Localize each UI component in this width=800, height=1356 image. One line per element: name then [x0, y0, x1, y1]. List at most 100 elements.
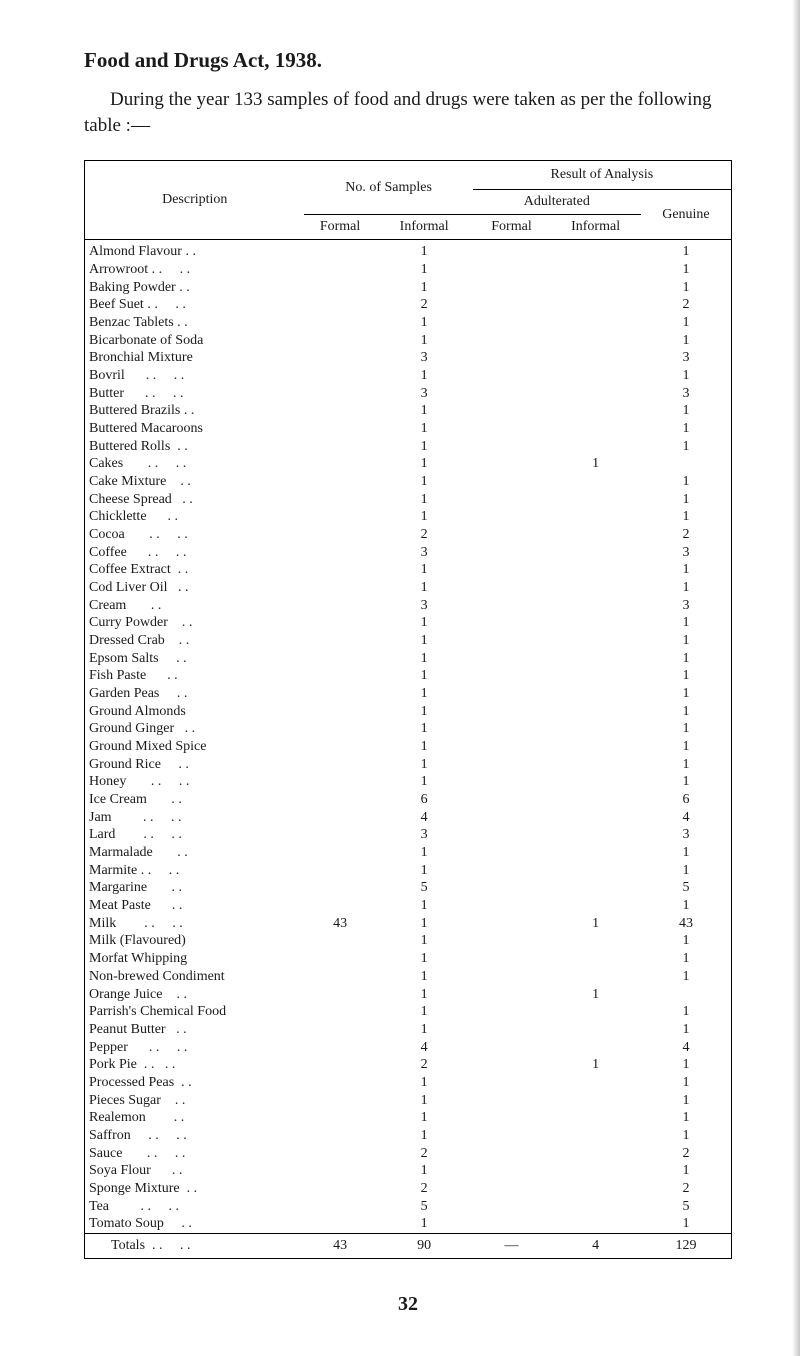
cell-genuine: 1 — [641, 332, 732, 350]
table-row: Pepper . . . .44 — [85, 1039, 732, 1057]
cell-adult-informal — [550, 314, 641, 332]
cell-description: Sauce . . . . — [85, 1145, 305, 1163]
cell-samples-formal — [304, 614, 375, 632]
cell-samples-informal: 3 — [376, 349, 473, 367]
cell-samples-informal: 1 — [376, 968, 473, 986]
cell-genuine: 1 — [641, 1003, 732, 1021]
cell-adult-formal — [473, 614, 551, 632]
cell-samples-formal — [304, 473, 375, 491]
cell-adult-informal — [550, 703, 641, 721]
cell-samples-informal: 3 — [376, 826, 473, 844]
table-row: Cocoa . . . .22 — [85, 526, 732, 544]
cell-genuine: 1 — [641, 756, 732, 774]
col-header-samples-formal: Formal — [304, 215, 375, 240]
cell-adult-informal — [550, 1162, 641, 1180]
cell-adult-formal — [473, 738, 551, 756]
cell-description: Cocoa . . . . — [85, 526, 305, 544]
cell-genuine: 2 — [641, 1180, 732, 1198]
cell-samples-formal — [304, 968, 375, 986]
cell-description: Sponge Mixture . . — [85, 1180, 305, 1198]
cell-adult-informal: 1 — [550, 455, 641, 473]
cell-genuine: 1 — [641, 1215, 732, 1233]
cell-adult-formal — [473, 879, 551, 897]
cell-genuine: 1 — [641, 1021, 732, 1039]
cell-description: Bronchial Mixture — [85, 349, 305, 367]
cell-description: Pork Pie . . . . — [85, 1056, 305, 1074]
cell-samples-informal: 1 — [376, 473, 473, 491]
cell-adult-informal — [550, 826, 641, 844]
cell-samples-informal: 1 — [376, 367, 473, 385]
totals-adult-formal: — — [473, 1233, 551, 1258]
cell-description: Baking Powder . . — [85, 279, 305, 297]
cell-adult-formal — [473, 455, 551, 473]
cell-samples-informal: 1 — [376, 332, 473, 350]
cell-description: Fish Paste . . — [85, 667, 305, 685]
table-row: Morfat Whipping11 — [85, 950, 732, 968]
cell-adult-formal — [473, 332, 551, 350]
section-heading: Food and Drugs Act, 1938. — [84, 48, 732, 73]
cell-adult-formal — [473, 508, 551, 526]
cell-genuine: 1 — [641, 932, 732, 950]
cell-adult-formal — [473, 986, 551, 1004]
cell-adult-informal — [550, 296, 641, 314]
cell-samples-informal: 1 — [376, 1109, 473, 1127]
cell-genuine: 1 — [641, 1092, 732, 1110]
table-row: Jam . . . .44 — [85, 809, 732, 827]
cell-description: Cod Liver Oil . . — [85, 579, 305, 597]
cell-adult-formal — [473, 897, 551, 915]
cell-adult-formal — [473, 491, 551, 509]
cell-genuine: 1 — [641, 508, 732, 526]
cell-genuine: 1 — [641, 240, 732, 261]
table-row: Processed Peas . .11 — [85, 1074, 732, 1092]
cell-samples-formal — [304, 1092, 375, 1110]
totals-adult-informal: 4 — [550, 1233, 641, 1258]
cell-adult-formal — [473, 597, 551, 615]
table-body: Almond Flavour . .11Arrowroot . . . .11B… — [85, 240, 732, 1234]
table-row: Almond Flavour . .11 — [85, 240, 732, 261]
cell-genuine: 1 — [641, 968, 732, 986]
cell-adult-formal — [473, 526, 551, 544]
cell-samples-formal — [304, 773, 375, 791]
cell-samples-informal: 1 — [376, 632, 473, 650]
cell-genuine: 1 — [641, 1109, 732, 1127]
cell-genuine: 3 — [641, 349, 732, 367]
cell-samples-formal — [304, 1074, 375, 1092]
cell-genuine — [641, 455, 732, 473]
cell-genuine: 1 — [641, 897, 732, 915]
cell-samples-informal: 1 — [376, 756, 473, 774]
cell-samples-informal: 1 — [376, 1021, 473, 1039]
cell-adult-informal — [550, 1109, 641, 1127]
cell-samples-informal: 1 — [376, 402, 473, 420]
table-row: Meat Paste . .11 — [85, 897, 732, 915]
cell-samples-informal: 6 — [376, 791, 473, 809]
cell-samples-informal: 1 — [376, 1092, 473, 1110]
table-row: Ground Mixed Spice11 — [85, 738, 732, 756]
table-row: Milk (Flavoured)11 — [85, 932, 732, 950]
table-row: Coffee Extract . .11 — [85, 561, 732, 579]
cell-samples-informal: 3 — [376, 544, 473, 562]
cell-samples-formal: 43 — [304, 915, 375, 933]
cell-adult-informal — [550, 332, 641, 350]
cell-adult-informal — [550, 614, 641, 632]
cell-adult-formal — [473, 632, 551, 650]
cell-samples-informal: 1 — [376, 508, 473, 526]
table-row: Bicarbonate of Soda11 — [85, 332, 732, 350]
table-row: Parrish's Chemical Food11 — [85, 1003, 732, 1021]
cell-adult-informal — [550, 544, 641, 562]
cell-genuine: 5 — [641, 879, 732, 897]
cell-adult-informal — [550, 438, 641, 456]
cell-samples-informal: 1 — [376, 720, 473, 738]
cell-description: Benzac Tablets . . — [85, 314, 305, 332]
cell-adult-formal — [473, 756, 551, 774]
cell-adult-formal — [473, 773, 551, 791]
cell-samples-formal — [304, 314, 375, 332]
cell-samples-formal — [304, 579, 375, 597]
cell-samples-formal — [304, 986, 375, 1004]
cell-description: Buttered Brazils . . — [85, 402, 305, 420]
table-row: Honey . . . .11 — [85, 773, 732, 791]
cell-samples-informal: 1 — [376, 650, 473, 668]
cell-description: Jam . . . . — [85, 809, 305, 827]
cell-genuine: 1 — [641, 1162, 732, 1180]
cell-samples-formal — [304, 650, 375, 668]
cell-description: Ground Mixed Spice — [85, 738, 305, 756]
